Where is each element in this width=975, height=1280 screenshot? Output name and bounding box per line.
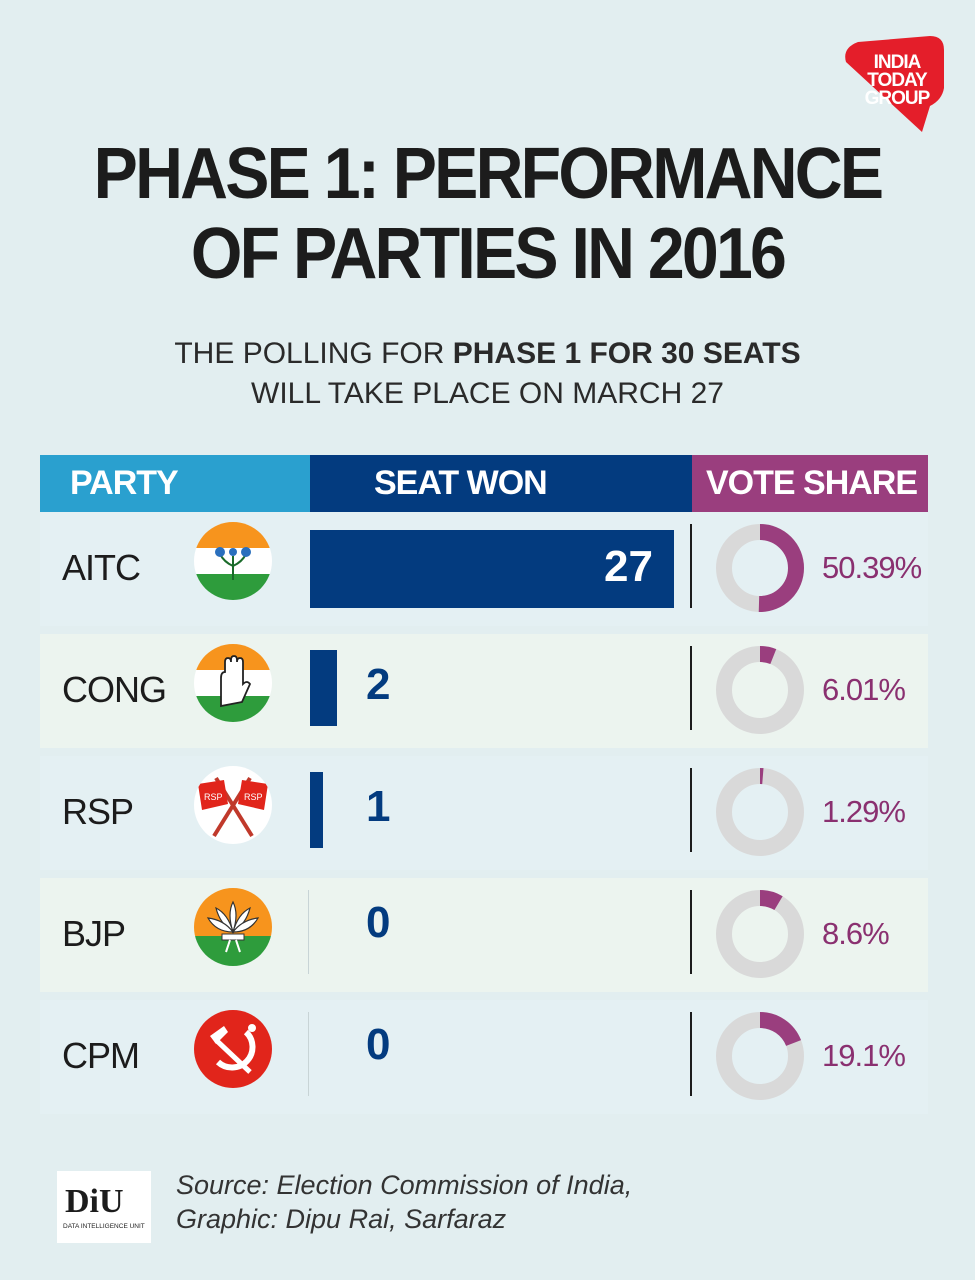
party-name: CONG bbox=[62, 669, 167, 710]
india-today-group-logo: INDIA TODAY GROUP bbox=[838, 34, 948, 134]
source-note: Source: Election Commission of India, Gr… bbox=[176, 1168, 632, 1236]
cong-hand-symbol-icon bbox=[194, 644, 272, 722]
seat-bar bbox=[310, 530, 674, 608]
vote-share-value: 50.39% bbox=[822, 550, 922, 585]
title-line-2: OF PARTIES IN 2016 bbox=[190, 214, 787, 294]
vote-share-donut bbox=[716, 646, 804, 734]
seat-baseline bbox=[308, 890, 309, 974]
vote-share-arc bbox=[716, 768, 804, 856]
vote-divider bbox=[690, 524, 692, 608]
vote-share-arc bbox=[716, 646, 804, 734]
vote-divider bbox=[690, 890, 692, 974]
diu-logo: DiU DATA INTELLIGENCE UNIT bbox=[57, 1171, 151, 1243]
subtitle-line-2: WILL TAKE PLACE ON MARCH 27 bbox=[251, 377, 724, 410]
party-row-bjp: BJP 0 8.6% bbox=[40, 878, 928, 992]
vote-divider bbox=[690, 768, 692, 852]
page-title: PHASE 1: PERFORMANCE OF PARTIES IN 2016 bbox=[39, 134, 936, 294]
vote-share-donut bbox=[716, 768, 804, 856]
party-row-rsp: RSP RSP RSP 1 1.29% bbox=[40, 756, 928, 870]
seat-value: 27 bbox=[604, 542, 653, 591]
svg-text:RSP: RSP bbox=[244, 792, 263, 802]
source-line-1: Source: Election Commission of India, bbox=[176, 1170, 633, 1200]
party-row-cong: CONG 2 6.01% bbox=[40, 634, 928, 748]
rsp-flag-symbol-icon: RSP RSP bbox=[194, 766, 272, 844]
vote-share-value: 8.6% bbox=[822, 916, 890, 951]
seat-value: 1 bbox=[366, 782, 391, 831]
header-vote-share: VOTE SHARE bbox=[692, 455, 928, 512]
vote-share-donut bbox=[716, 1012, 804, 1100]
vote-share-donut bbox=[716, 524, 804, 612]
vote-share-value: 6.01% bbox=[822, 672, 906, 707]
title-line-1: PHASE 1: PERFORMANCE bbox=[93, 134, 884, 214]
party-name: AITC bbox=[62, 547, 141, 588]
party-name: BJP bbox=[62, 913, 126, 954]
vote-share-arc bbox=[716, 524, 804, 612]
vote-divider bbox=[690, 646, 692, 730]
party-name: CPM bbox=[62, 1035, 140, 1076]
svg-text:RSP: RSP bbox=[204, 792, 223, 802]
vote-share-value: 1.29% bbox=[822, 794, 906, 829]
seat-value: 0 bbox=[366, 898, 391, 947]
vote-share-arc bbox=[716, 890, 804, 978]
seat-value: 0 bbox=[366, 1020, 391, 1069]
subtitle: THE POLLING FOR PHASE 1 FOR 30 SEATS WIL… bbox=[0, 334, 975, 414]
subtitle-text: THE POLLING FOR bbox=[174, 337, 453, 370]
seat-baseline bbox=[308, 1012, 309, 1096]
vote-share-donut bbox=[716, 890, 804, 978]
header-seat-won: SEAT WON bbox=[310, 455, 692, 512]
party-row-cpm: CPM 0 19.1% bbox=[40, 1000, 928, 1114]
subtitle-bold: PHASE 1 FOR 30 SEATS bbox=[452, 337, 801, 370]
seat-value: 2 bbox=[366, 660, 391, 709]
party-row-aitc: AITC 27 50.39% bbox=[40, 512, 928, 626]
vote-share-value: 19.1% bbox=[822, 1038, 906, 1073]
party-name: RSP bbox=[62, 791, 134, 832]
vote-divider bbox=[690, 1012, 692, 1096]
cpm-hammer-sickle-icon bbox=[194, 1010, 272, 1088]
source-line-2: Graphic: Dipu Rai, Sarfaraz bbox=[176, 1204, 507, 1234]
vote-share-arc bbox=[716, 1012, 804, 1100]
seat-bar bbox=[310, 772, 323, 848]
bjp-lotus-symbol-icon bbox=[194, 888, 272, 966]
seat-bar bbox=[310, 650, 337, 726]
aitc-flower-symbol-icon bbox=[194, 522, 272, 600]
header-party: PARTY bbox=[40, 455, 310, 512]
